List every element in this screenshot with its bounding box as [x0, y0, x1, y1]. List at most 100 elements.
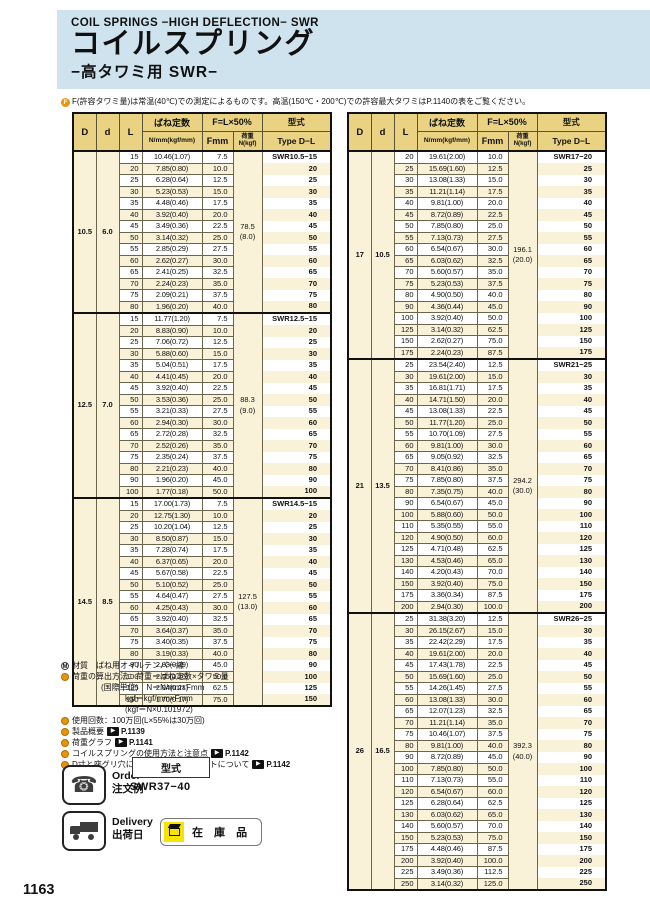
free-length-cell: 50 [393, 670, 418, 683]
free-length-cell: 130 [393, 554, 418, 567]
col-header-load: 荷重 N(kgf) [507, 130, 538, 152]
model-cell: 60 [536, 694, 606, 706]
deflection-cell: 55.0 [476, 520, 509, 533]
model-cell: 30 [536, 625, 606, 637]
free-length-cell: 30 [393, 370, 418, 383]
free-length-cell: 80 [118, 462, 143, 475]
footnote-text: (kgf＝N×0.101972) [125, 705, 193, 714]
deflection-cell: 22.5 [476, 659, 509, 672]
free-length-cell: 55 [393, 428, 418, 441]
model-cell: 35 [536, 636, 606, 648]
free-length-cell: 35 [393, 636, 418, 649]
table-row: 200 2.94(0.30) 100.0 200 [348, 600, 606, 614]
table-row: 50 3.53(0.36) 25.0 50 [73, 393, 331, 406]
spring-rate-cell: 15.69(1.60) [416, 162, 478, 175]
footnote-text: 荷重グラフ [72, 738, 112, 747]
col-header-D: D [72, 112, 97, 152]
model-cell: 35 [261, 197, 331, 209]
spring-rate-cell: 3.92(0.40) [141, 613, 203, 626]
deflection-cell: 12.5 [201, 336, 234, 349]
deflection-cell: 20.0 [476, 647, 509, 660]
spring-rate-cell: 4.71(0.48) [416, 543, 478, 556]
table-row: 150 3.92(0.40) 75.0 150 [348, 577, 606, 590]
model-cell: 125 [261, 682, 331, 694]
free-length-cell: 80 [118, 647, 143, 660]
free-length-cell: 45 [393, 659, 418, 672]
model-cell: 65 [261, 428, 331, 440]
deflection-cell: 55.0 [476, 774, 509, 787]
spring-rate-cell: 4.36(0.44) [416, 300, 478, 313]
free-length-cell: 50 [118, 393, 143, 406]
model-cell: 55 [261, 590, 331, 602]
inner-diameter-cell: 6.0 [95, 150, 120, 314]
deflection-cell: 30.0 [476, 243, 509, 256]
model-cell: 150 [536, 578, 606, 590]
table-row: 75 3.40(0.35) 37.5 75 [73, 636, 331, 649]
deflection-cell: 75.0 [476, 577, 509, 590]
model-cell: SWR17−20 [536, 150, 606, 163]
table-row: 75 2.35(0.24) 37.5 75 [73, 451, 331, 464]
table-row: 120 4.90(0.50) 60.0 120 [348, 531, 606, 544]
free-length-cell: 110 [393, 520, 418, 533]
outer-diameter-cell: 14.5 [72, 497, 97, 707]
table-row: 80 2.21(0.23) 40.0 80 [73, 462, 331, 475]
footnote-text: 荷重の算出方法：荷重＝ばね定数×タワミ量 [72, 672, 229, 681]
page-ref-icon: ▶ [252, 760, 265, 769]
free-length-cell: 15 [118, 312, 143, 326]
model-cell: 50 [261, 394, 331, 406]
deflection-cell: 25.0 [201, 393, 234, 406]
free-length-cell: 45 [393, 208, 418, 221]
model-cell: 140 [536, 820, 606, 832]
spring-rate-cell: 6.54(0.67) [416, 243, 478, 256]
free-length-cell: 40 [393, 197, 418, 210]
deflection-cell: 22.5 [201, 382, 234, 395]
spring-rate-cell: 13.08(1.33) [416, 174, 478, 187]
table-row: 40 9.81(1.00) 20.0 40 [348, 197, 606, 210]
free-length-cell: 25 [393, 162, 418, 175]
deflection-cell: 35.0 [201, 277, 234, 290]
table-row: 35 16.81(1.71) 17.5 35 [348, 382, 606, 395]
free-length-cell: 60 [118, 416, 143, 429]
deflection-cell: 62.5 [476, 543, 509, 556]
table-row: 40 6.37(0.65) 20.0 40 [73, 555, 331, 568]
deflection-cell: 32.5 [201, 613, 234, 626]
deflection-cell: 12.5 [201, 174, 234, 187]
free-length-cell: 70 [118, 624, 143, 637]
footnote-text: 材質 ばね用オイルテンパー線 [72, 661, 184, 670]
free-length-cell: 40 [118, 370, 143, 383]
load-cell: 294.2 (30.0) [507, 358, 538, 614]
free-length-cell: 30 [393, 174, 418, 187]
deflection-cell: 40.0 [201, 462, 234, 475]
spring-rate-cell: 3.92(0.40) [141, 208, 203, 221]
deflection-cell: 112.5 [476, 866, 509, 879]
free-length-cell: 70 [118, 439, 143, 452]
free-length-cell: 40 [118, 555, 143, 568]
model-cell: 65 [261, 266, 331, 278]
model-cell: 65 [536, 255, 606, 267]
table-row: 80 9.81(1.00) 40.0 80 [348, 739, 606, 752]
table-row: 21 13.5 25 23.54(2.40) 12.5 294.2 (30.0) SWR21−… [347, 358, 606, 614]
spring-rate-cell: 7.85(0.80) [416, 474, 478, 487]
deflection-cell: 75.0 [476, 831, 509, 844]
order-example: SWR37−40 [130, 781, 191, 793]
deflection-cell: 25.0 [201, 231, 234, 244]
table-row: 50 11.77(1.20) 25.0 50 [348, 416, 606, 429]
model-cell: 20 [261, 163, 331, 175]
free-length-cell: 35 [393, 185, 418, 198]
spring-rate-cell: 3.36(0.34) [416, 589, 478, 602]
table-row: 50 3.14(0.32) 25.0 50 [73, 231, 331, 244]
spring-rate-cell: 7.13(0.73) [416, 231, 478, 244]
table-row: 55 14.26(1.45) 27.5 55 [348, 682, 606, 695]
spring-rate-cell: 3.64(0.37) [141, 624, 203, 637]
free-length-cell: 70 [118, 277, 143, 290]
table-row: 65 6.03(0.62) 32.5 65 [348, 254, 606, 267]
table-row: 70 11.21(1.14) 35.0 70 [348, 716, 606, 729]
table-row: 60 2.94(0.30) 30.0 60 [73, 416, 331, 429]
spring-rate-cell: 31.38(3.20) [416, 612, 478, 626]
spring-rate-cell: 5.23(0.53) [416, 831, 478, 844]
model-cell: 25 [261, 174, 331, 186]
load-cell: 78.5 (8.0) [232, 150, 263, 314]
free-length-cell: 90 [393, 497, 418, 510]
table-row: 80 1.96(0.20) 40.0 80 [73, 300, 331, 314]
spring-rate-cell: 19.61(2.00) [416, 370, 478, 383]
